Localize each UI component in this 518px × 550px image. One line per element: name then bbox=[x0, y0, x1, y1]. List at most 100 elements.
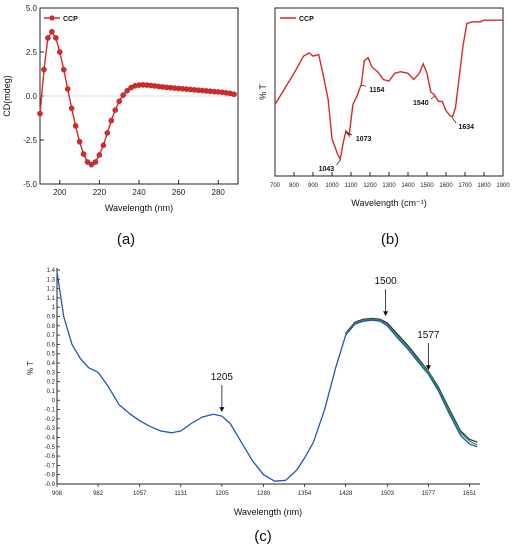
panel-a-data-point bbox=[53, 35, 59, 41]
panel-a-x-tick-label: 280 bbox=[212, 188, 226, 197]
panel-c-series bbox=[56, 271, 478, 482]
panel-a-data-point bbox=[80, 151, 87, 157]
panel-b-x-tick-label: 1400 bbox=[401, 183, 415, 189]
panel-c-x-tick-label: 1428 bbox=[339, 491, 353, 497]
panel-a-data-point bbox=[100, 142, 107, 149]
panel-a-data-point bbox=[64, 86, 71, 92]
panel-a-data-point bbox=[108, 117, 115, 124]
panel-a-data-point bbox=[72, 123, 79, 129]
panel-c-y-tick-label: 1.4 bbox=[47, 268, 56, 274]
panel-b-x-tick-label: 700 bbox=[270, 183, 281, 189]
panel-c-x-tick-label: 1057 bbox=[133, 491, 147, 497]
panel-b-x-tick-label: 1700 bbox=[458, 183, 472, 189]
panel-c-annotation-arrow-head bbox=[425, 365, 431, 371]
panel-c-x-tick-label: 908 bbox=[52, 491, 63, 497]
panel-c-transmittance: -0.9 -0.8 -0.7 -0.6 -0.5 -0.4 -0.3 -0.2 -0.1 0 0.1… bbox=[26, 268, 480, 545]
panel-b-x-tick-label: 1500 bbox=[420, 183, 434, 189]
panel-c-y-ticks: -0.9 -0.8 -0.7 -0.6 -0.5 -0.4 -0.3 -0.2 -0.1 0 0.1… bbox=[45, 268, 60, 488]
panel-b-x-tick-label: 1200 bbox=[363, 183, 377, 189]
panel-a-data-point bbox=[124, 87, 130, 94]
panel-c-y-tick-label: 1.1 bbox=[47, 296, 56, 302]
panel-c-y-tick-label: 0.8 bbox=[47, 324, 56, 330]
panel-a-data-point bbox=[112, 107, 119, 113]
panel-b-plot-frame bbox=[274, 7, 504, 177]
panel-a-x-tick-label: 240 bbox=[132, 188, 146, 197]
panel-c-y-axis-label: % T bbox=[26, 361, 35, 375]
panel-c-y-tick-label: -0.4 bbox=[45, 435, 56, 441]
panel-c-x-tick-label: 1131 bbox=[174, 491, 188, 497]
panel-c-x-tick-label: 1354 bbox=[298, 491, 312, 497]
panel-c-y-tick-label: 0.4 bbox=[47, 361, 56, 367]
panel-a-data-point bbox=[41, 66, 47, 73]
panel-c-y-tick-label: -0.9 bbox=[45, 482, 56, 488]
panel-b-x-tick-label: 1000 bbox=[325, 183, 339, 189]
panel-b-x-tick-label: 1800 bbox=[477, 183, 491, 189]
panel-b-annotation-pointer bbox=[361, 84, 367, 87]
panel-c-y-tick-label: 0.6 bbox=[47, 342, 56, 348]
panel-a-data-point bbox=[68, 105, 75, 112]
panel-c-x-tick-label: 1503 bbox=[381, 491, 395, 497]
panel-a-data-point bbox=[231, 91, 237, 98]
panel-c-peak-annotations: 1205 1500 1577 bbox=[211, 276, 440, 413]
panel-a-data-point bbox=[116, 98, 122, 105]
panel-b-peak-annotations: 1043 1073 1154 1540 1634 bbox=[319, 84, 474, 173]
panel-c-x-tick-label: 982 bbox=[93, 491, 104, 497]
panel-a-data-point bbox=[37, 110, 43, 117]
panel-a-data-point bbox=[49, 28, 55, 35]
panel-b-annotation-pointer bbox=[345, 131, 353, 136]
panel-b-series bbox=[274, 19, 503, 162]
panel-c-x-ticks: 908 982 1057 1131 1205 1280 1354 1428 1503 1577 16… bbox=[52, 484, 477, 497]
panel-b-x-ticks: 700 800 900 1000 1100 1200 1300 1400 1500 1600 170… bbox=[270, 172, 510, 189]
panel-b-annotation-1154: 1154 bbox=[369, 87, 384, 94]
panel-c-x-tick-label: 1651 bbox=[463, 491, 477, 497]
panel-b-ftir-spectrum: 700 800 900 1000 1100 1200 1300 1400 1500 1600 170… bbox=[258, 7, 510, 248]
panel-a-data-point bbox=[92, 159, 99, 165]
panel-a-x-ticks: 200 220 240 260 280 bbox=[53, 180, 225, 197]
panel-c-y-tick-label: -0.2 bbox=[45, 417, 56, 423]
panel-b-legend-label: CCP bbox=[299, 16, 314, 23]
panel-a-data-point bbox=[76, 138, 83, 145]
panel-a-x-axis-label: Wavelength (nm) bbox=[105, 203, 173, 213]
panel-c-label: (c) bbox=[254, 528, 272, 545]
panel-c-y-tick-label: 1.3 bbox=[47, 277, 56, 283]
panel-c-y-tick-label: 0.1 bbox=[47, 389, 56, 395]
panel-a-legend-label: CCP bbox=[63, 16, 78, 23]
panel-a-label: (a) bbox=[117, 231, 135, 248]
panel-a-y-tick-label: 2.5 bbox=[26, 48, 38, 57]
panel-b-x-tick-label: 1900 bbox=[496, 183, 510, 189]
panel-b-annotation-1073: 1073 bbox=[356, 136, 372, 143]
panel-c-y-tick-label: 0.9 bbox=[47, 315, 56, 321]
panel-c-y-tick-label: -0.7 bbox=[45, 463, 56, 469]
panel-c-x-tick-label: 1280 bbox=[257, 491, 271, 497]
panel-c-x-tick-label: 1577 bbox=[422, 491, 436, 497]
panel-a-y-axis-label: CD(mdeg) bbox=[2, 75, 12, 117]
panel-c-y-tick-label: -0.5 bbox=[45, 445, 56, 451]
panel-c-y-tick-label: 1 bbox=[52, 305, 56, 311]
panel-b-annotation-1540: 1540 bbox=[413, 100, 429, 107]
panel-c-annotation-1500: 1500 bbox=[375, 276, 398, 287]
panel-a-series-line bbox=[39, 30, 235, 166]
panel-b-x-tick-label: 800 bbox=[289, 183, 300, 189]
panel-b-x-tick-label: 1300 bbox=[382, 183, 396, 189]
panel-b-label: (b) bbox=[381, 231, 399, 248]
panel-c-annotation-arrow-head bbox=[219, 407, 225, 413]
panel-c-y-tick-label: -0.1 bbox=[45, 408, 56, 414]
panel-c-x-axis-label: Wavelength (nm) bbox=[234, 507, 302, 517]
panel-c-series-line-1 bbox=[345, 317, 478, 443]
panel-a-y-tick-label: -5.0 bbox=[23, 180, 37, 189]
panel-a-y-tick-label: -2.5 bbox=[23, 136, 37, 145]
panel-b-annotation-pointer bbox=[336, 159, 341, 166]
panel-a-data-point bbox=[45, 35, 51, 41]
panel-c-y-tick-label: 0 bbox=[52, 398, 56, 404]
panel-a-legend: CCP bbox=[44, 15, 78, 23]
panel-a-data-point bbox=[84, 159, 91, 165]
panel-b-legend: CCP bbox=[280, 16, 314, 23]
panel-c-x-tick-label: 1205 bbox=[215, 491, 229, 497]
panel-c-annotation-1577: 1577 bbox=[417, 330, 440, 341]
panel-b-annotation-1634: 1634 bbox=[458, 124, 474, 131]
panel-c-y-tick-label: 0.7 bbox=[47, 333, 56, 339]
panel-a-data-point bbox=[96, 152, 103, 158]
panel-c-y-tick-label: -0.8 bbox=[45, 473, 56, 479]
panel-c-y-tick-label: 0.2 bbox=[47, 380, 56, 386]
panel-a-data-point bbox=[60, 66, 67, 73]
